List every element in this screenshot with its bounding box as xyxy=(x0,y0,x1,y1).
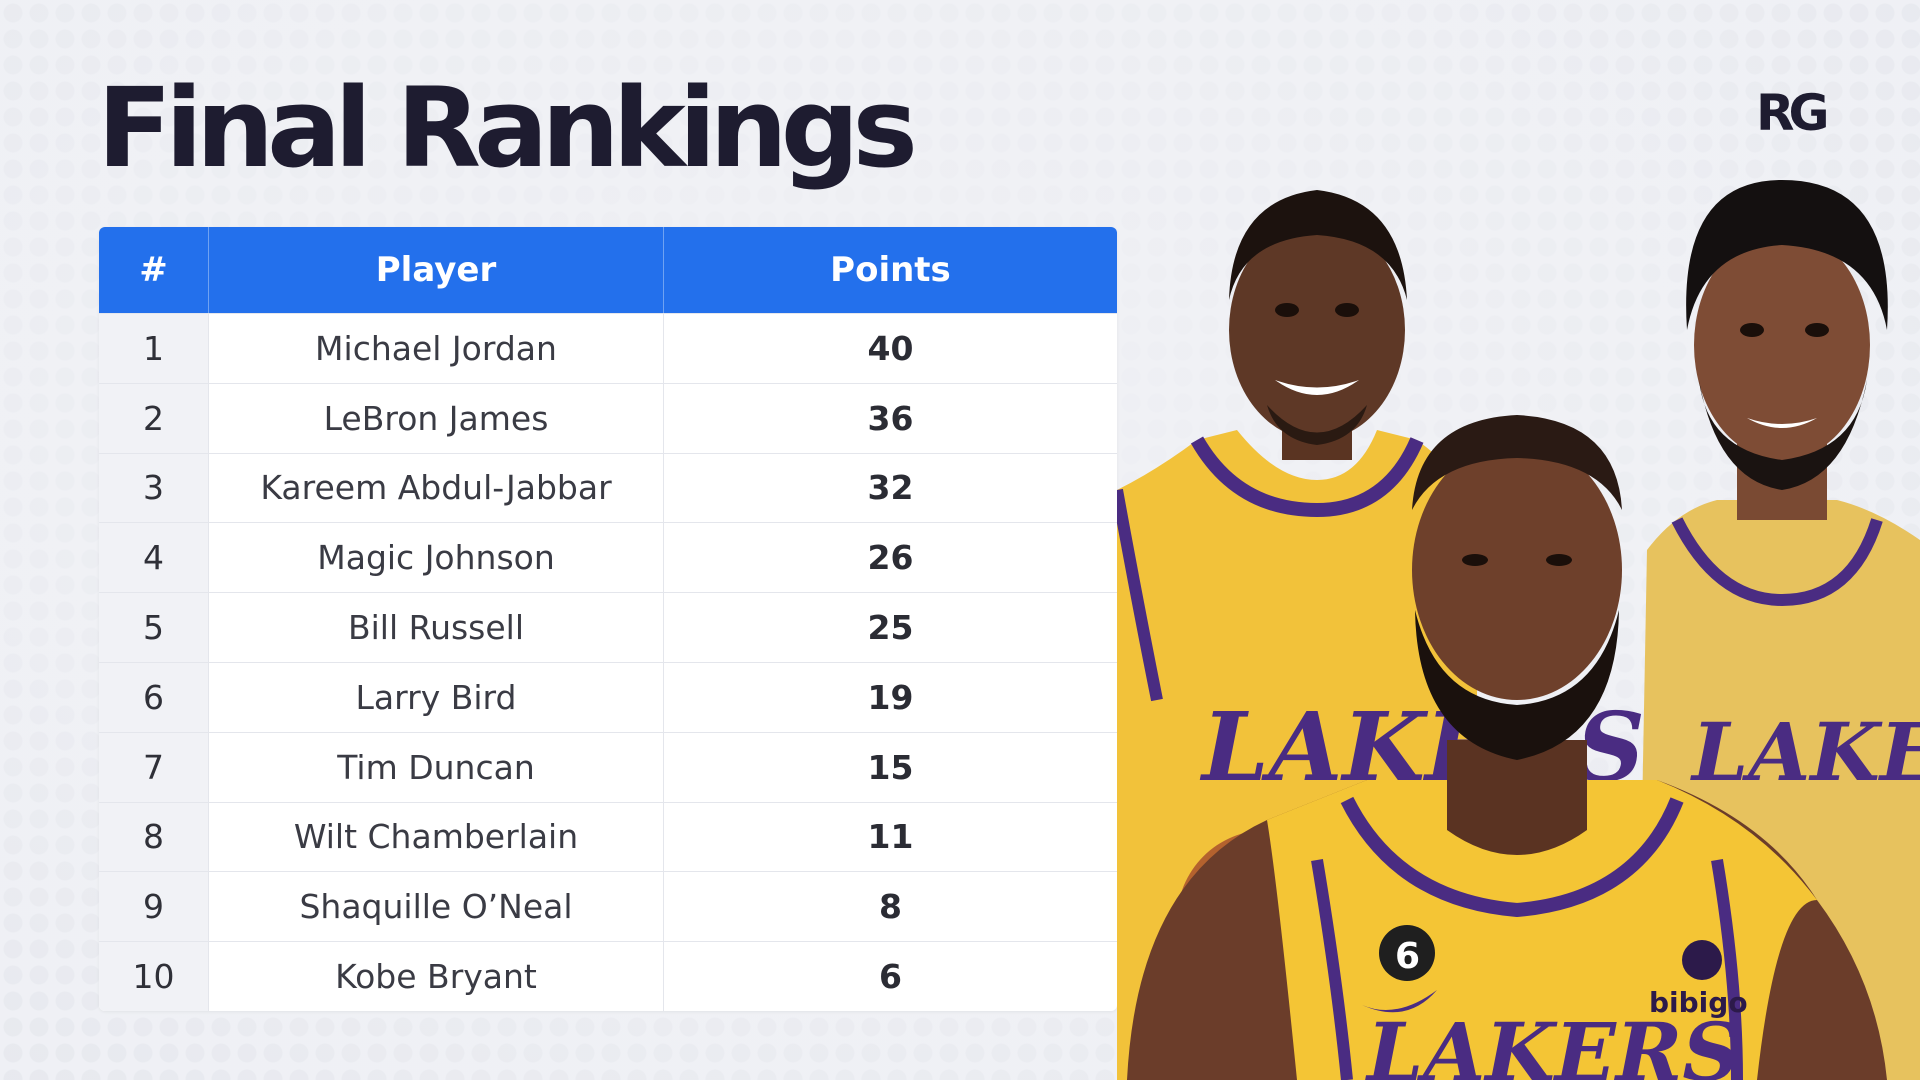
brand-logo-text: RG xyxy=(1756,86,1827,136)
player-photo-collage: LAKERS LAKERS 6 bibigo LAKERS xyxy=(1117,180,1920,1080)
table-row: 8 Wilt Chamberlain 11 xyxy=(99,801,1117,872)
points-cell: 40 xyxy=(867,328,914,368)
brand-logo: RG xyxy=(1756,86,1833,136)
player-name-cell: Bill Russell xyxy=(209,593,664,662)
player-name-cell: Shaquille O’Neal xyxy=(209,872,664,942)
table-row: 9 Shaquille O’Neal 8 xyxy=(99,871,1117,942)
player-name-cell: LeBron James xyxy=(209,383,664,453)
points-cell: 11 xyxy=(867,817,914,857)
rank-cell: 9 xyxy=(99,872,209,942)
nike-swoosh-icon xyxy=(1362,990,1437,1013)
player-name-cell: Kareem Abdul-Jabbar xyxy=(209,453,664,523)
jersey-text-right: LAKERS xyxy=(1690,705,1920,799)
table-body: 1 Michael Jordan 40 2 LeBron James 36 3 Kareem … xyxy=(99,313,1117,1011)
column-header-rank: # xyxy=(99,227,209,313)
table-row: 1 Michael Jordan 40 xyxy=(99,313,1117,383)
player-name-cell: Tim Duncan xyxy=(209,732,664,802)
points-cell: 6 xyxy=(879,957,902,997)
points-cell: 36 xyxy=(867,398,914,438)
table-row: 3 Kareem Abdul-Jabbar 32 xyxy=(99,452,1117,523)
player-name-cell: Michael Jordan xyxy=(209,314,664,383)
points-cell: 15 xyxy=(867,747,914,787)
table-row: 7 Tim Duncan 15 xyxy=(99,731,1117,802)
table-row: 10 Kobe Bryant 6 xyxy=(99,941,1117,1011)
rank-cell: 10 xyxy=(99,942,209,1011)
rank-cell: 5 xyxy=(99,593,209,662)
table-row: 2 LeBron James 36 xyxy=(99,382,1117,453)
column-header-player: Player xyxy=(209,227,664,313)
player-name-cell: Magic Johnson xyxy=(209,523,664,593)
column-header-points: Points xyxy=(830,250,951,290)
rank-cell: 6 xyxy=(99,662,209,732)
points-cell: 8 xyxy=(879,887,902,927)
rank-cell: 8 xyxy=(99,802,209,872)
player-name-cell: Larry Bird xyxy=(209,662,664,732)
player-name-cell: Wilt Chamberlain xyxy=(209,802,664,872)
table-row: 4 Magic Johnson 26 xyxy=(99,522,1117,593)
jersey-text-center: LAKERS xyxy=(1365,1005,1740,1080)
player-name-cell: Kobe Bryant xyxy=(209,942,664,1011)
table-header: # Player Points xyxy=(99,227,1117,313)
points-cell: 25 xyxy=(867,608,914,648)
table-row: 5 Bill Russell 25 xyxy=(99,592,1117,662)
points-cell: 19 xyxy=(867,677,914,717)
page-title: Final Rankings xyxy=(97,64,918,192)
player-photo-center: 6 bibigo LAKERS xyxy=(1127,415,1887,1080)
rank-cell: 2 xyxy=(99,383,209,453)
sponsor-text: bibigo xyxy=(1649,986,1748,1019)
rank-cell: 1 xyxy=(99,314,209,383)
table-row: 6 Larry Bird 19 xyxy=(99,661,1117,732)
sponsor-logo-icon xyxy=(1682,940,1722,980)
points-cell: 32 xyxy=(867,468,914,508)
rank-cell: 7 xyxy=(99,732,209,802)
rankings-table: # Player Points 1 Michael Jordan 40 2 LeBron… xyxy=(99,227,1117,1011)
points-cell: 26 xyxy=(867,538,914,578)
jersey-number: 6 xyxy=(1395,936,1420,977)
rank-cell: 3 xyxy=(99,453,209,523)
rank-cell: 4 xyxy=(99,523,209,593)
